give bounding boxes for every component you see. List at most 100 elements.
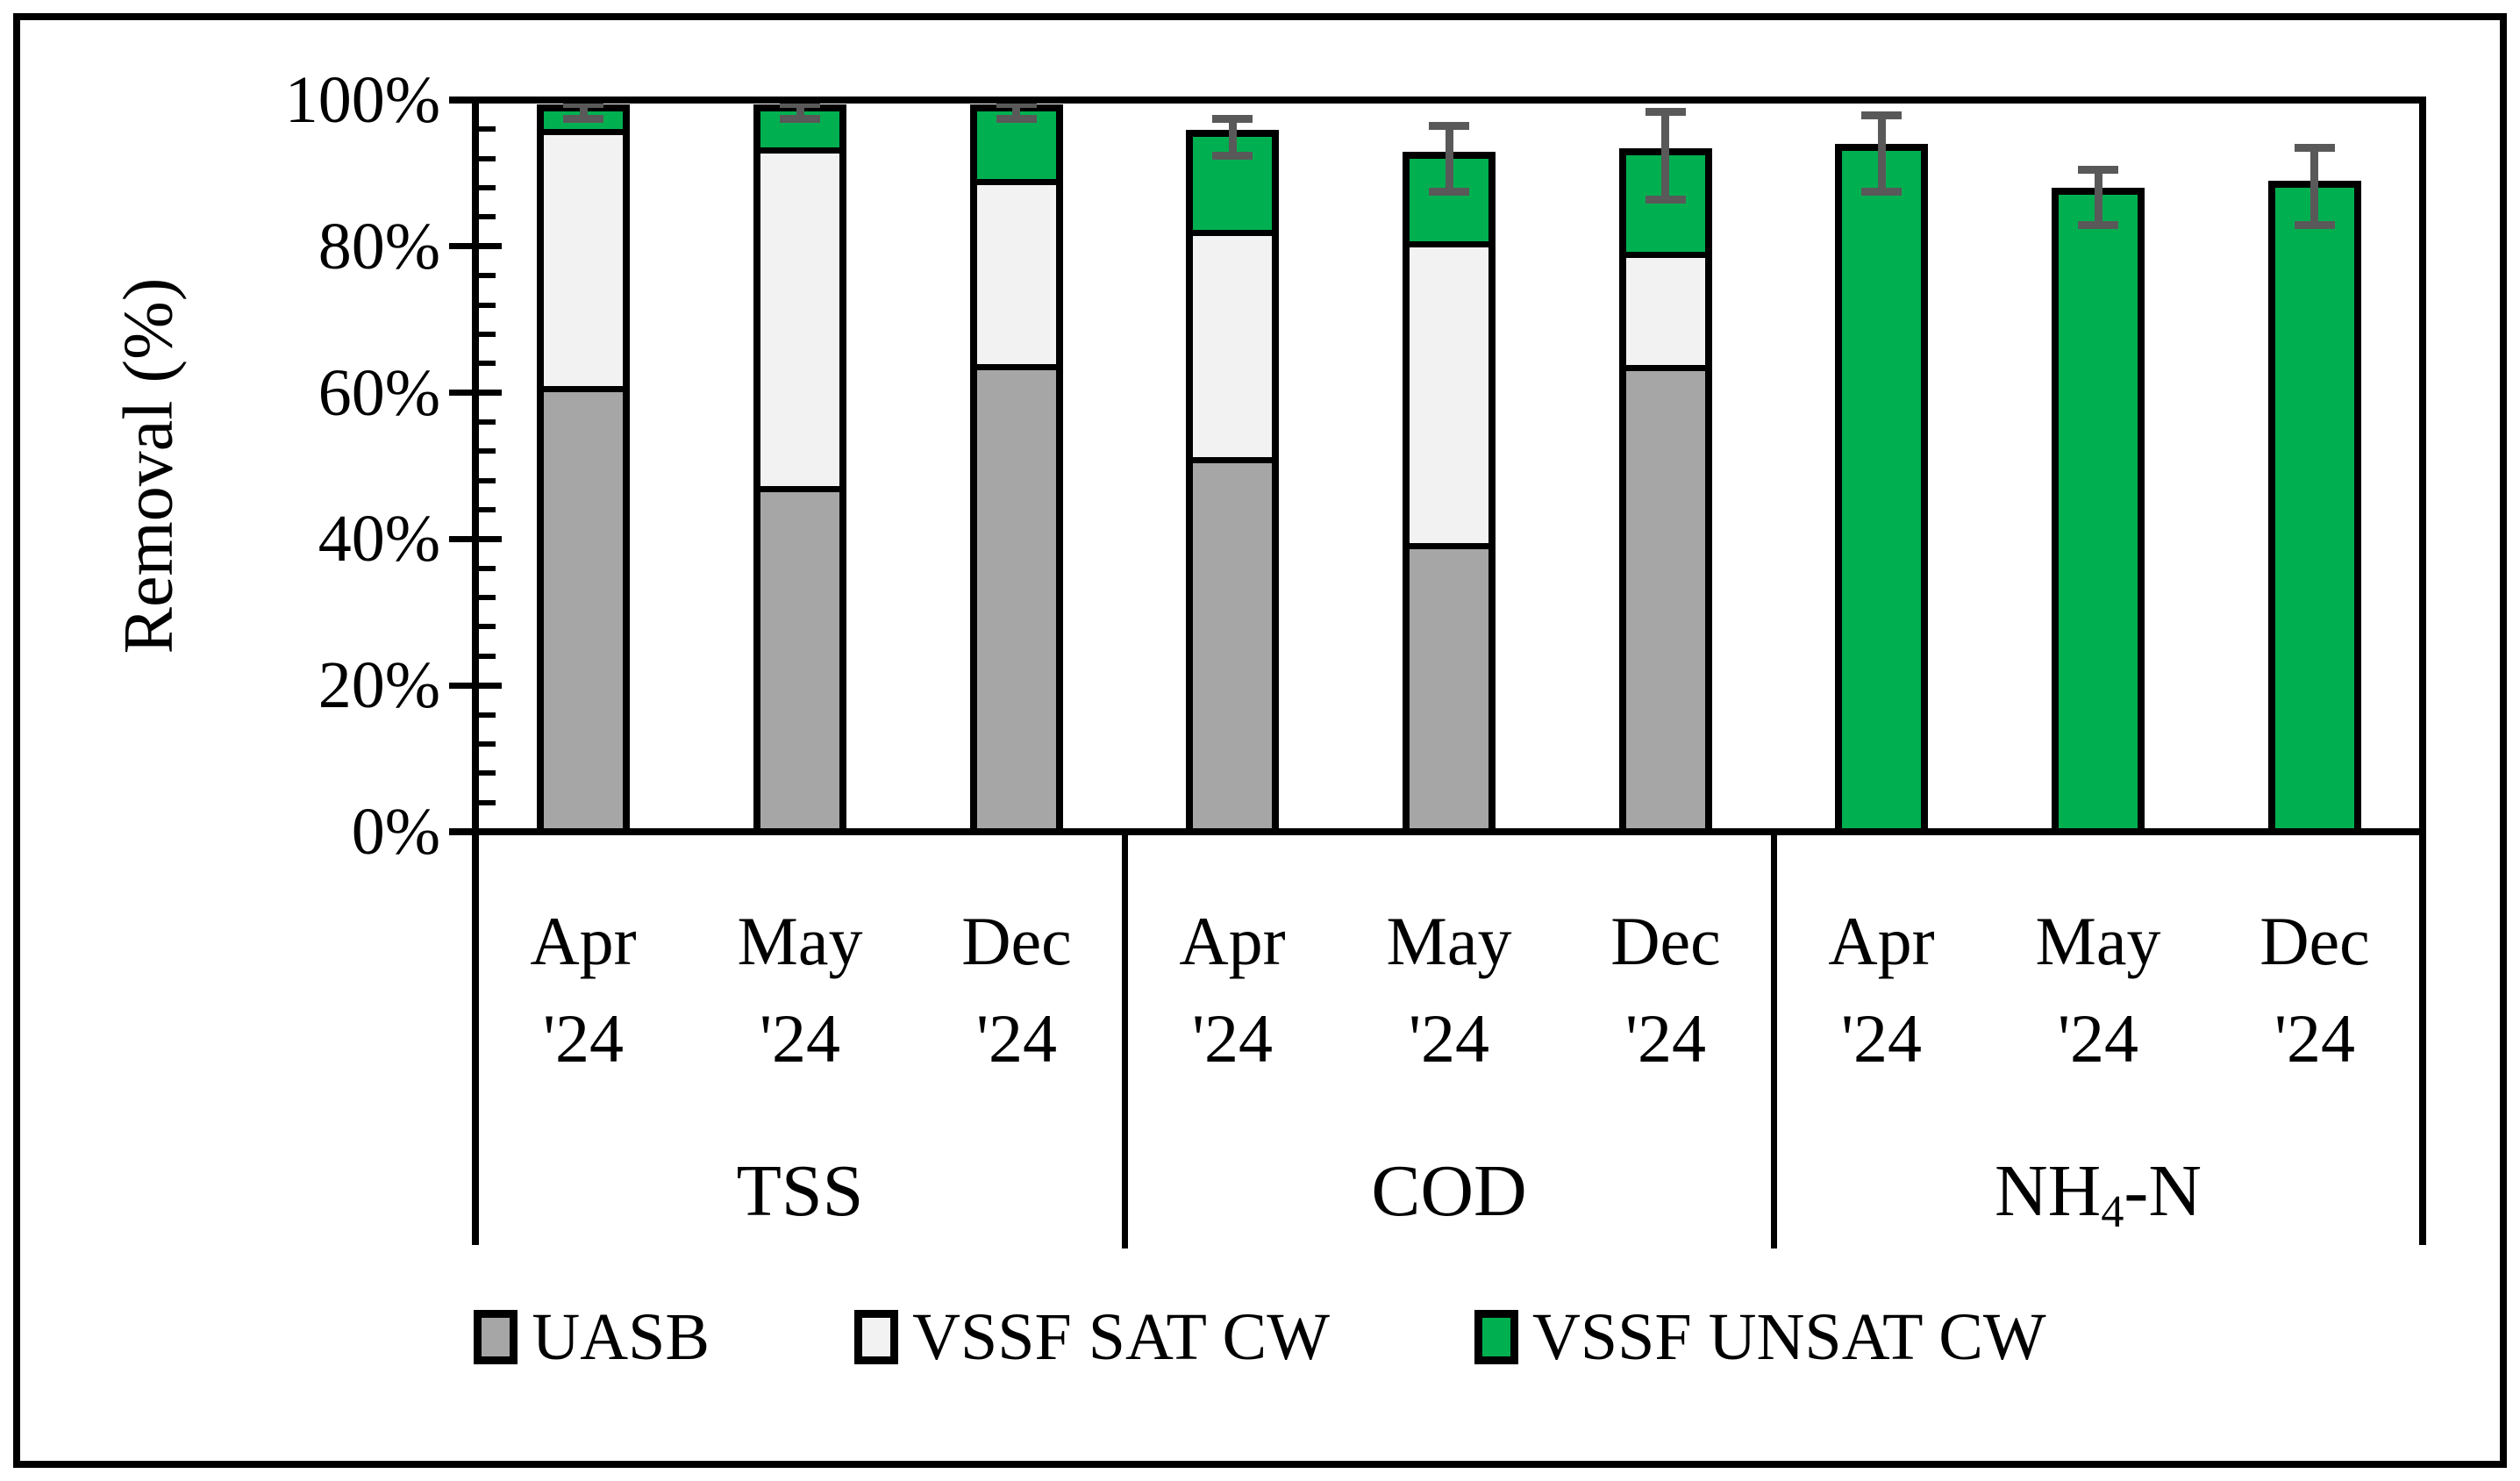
- bar: [1186, 130, 1279, 835]
- error-bar-cap-bottom: [1861, 188, 1902, 196]
- error-bar-stem: [1229, 118, 1237, 155]
- error-bar-cap-bottom: [1212, 152, 1253, 160]
- error-bar-cap-bottom: [1429, 188, 1469, 196]
- error-bar-cap-bottom: [563, 115, 603, 123]
- error-bar-cap-bottom: [780, 115, 820, 123]
- y-axis-minor-tick: [478, 419, 496, 425]
- y-axis-tick-label: 80%: [318, 210, 440, 283]
- bar-segment-uasb: [977, 364, 1056, 829]
- bar: [1619, 148, 1712, 835]
- x-axis-month-label: May '24: [692, 893, 908, 1088]
- legend-item: VSSF SAT CW: [854, 1302, 1330, 1372]
- error-bar-cap-bottom: [1645, 196, 1686, 204]
- y-axis-minor-tick: [478, 126, 496, 132]
- month-text: May: [2035, 903, 2161, 979]
- bar-segment-uasb: [1410, 543, 1488, 828]
- bar-segment-vssf-unsat-cw: [2275, 188, 2354, 828]
- legend-item: UASB: [474, 1302, 710, 1372]
- y-axis-minor-tick: [478, 624, 496, 629]
- error-bar-cap-bottom: [2295, 221, 2335, 229]
- year-text: '24: [759, 999, 841, 1077]
- bar: [537, 104, 630, 835]
- bar-segment-vssf-sat-cw: [1410, 240, 1488, 544]
- plot-right-line: [2419, 97, 2426, 1245]
- x-axis-month-label: Apr '24: [1124, 893, 1340, 1088]
- bar-segment-vssf-sat-cw: [544, 129, 623, 386]
- bar: [1403, 152, 1496, 835]
- y-axis-minor-tick: [478, 507, 496, 512]
- month-text: May: [737, 903, 863, 979]
- bar-segment-vssf-unsat-cw: [2059, 195, 2138, 828]
- y-axis-minor-tick: [478, 361, 496, 366]
- y-axis-minor-tick: [478, 595, 496, 600]
- legend: UASB VSSF SAT CW VSSF UNSAT CW: [0, 1302, 2520, 1372]
- bar: [970, 104, 1063, 835]
- y-axis-minor-tick: [478, 770, 496, 776]
- y-axis-minor-tick: [478, 566, 496, 571]
- year-text: '24: [1840, 999, 1923, 1077]
- bar-segment-uasb: [1193, 457, 1272, 828]
- x-axis-month-label: Apr '24: [1774, 893, 1989, 1088]
- legend-label: UASB: [532, 1300, 710, 1374]
- bar-segment-vssf-sat-cw: [760, 147, 839, 486]
- month-text: May: [1386, 903, 1512, 979]
- y-axis-minor-tick: [478, 273, 496, 278]
- legend-item: VSSF UNSAT CW: [1474, 1302, 2046, 1372]
- month-text: Apr: [530, 903, 637, 979]
- error-bar-stem: [1012, 104, 1020, 118]
- bar-segment-vssf-sat-cw: [1626, 251, 1705, 365]
- y-axis-minor-tick: [478, 478, 496, 483]
- x-axis-month-label: Dec '24: [2207, 893, 2423, 1088]
- year-text: '24: [2057, 999, 2139, 1077]
- x-axis-month-label: May '24: [1990, 893, 2206, 1088]
- x-axis-group-label-cod: COD: [1371, 1150, 1527, 1232]
- y-axis-tick-label: 20%: [318, 648, 440, 722]
- plot-top-line: [449, 97, 2426, 104]
- y-axis-tick-label: 100%: [284, 63, 440, 137]
- error-bar-stem: [1878, 115, 1886, 192]
- y-axis-minor-tick: [478, 214, 496, 219]
- legend-swatch-icon: [854, 1310, 899, 1364]
- error-bar-stem: [2310, 147, 2318, 225]
- legend-label: VSSF SAT CW: [912, 1300, 1330, 1374]
- bar: [2052, 188, 2145, 835]
- y-axis-minor-tick: [478, 156, 496, 161]
- year-text: '24: [1191, 999, 1274, 1077]
- month-text: Apr: [1179, 903, 1286, 979]
- bar-segment-uasb: [544, 385, 623, 828]
- month-text: Dec: [961, 903, 1072, 979]
- y-axis-minor-tick: [478, 654, 496, 659]
- year-text: '24: [1408, 999, 1490, 1077]
- error-bar-stem: [2095, 169, 2102, 225]
- month-text: Dec: [2259, 903, 2370, 979]
- x-axis-month-label: Apr '24: [475, 893, 691, 1088]
- bar: [753, 104, 846, 835]
- error-bar-cap-top: [1429, 122, 1469, 130]
- legend-swatch-icon: [474, 1310, 518, 1364]
- month-text: Apr: [1828, 903, 1935, 979]
- error-bar-cap-top: [780, 100, 820, 108]
- bar: [2268, 181, 2361, 835]
- category-separator-line: [1122, 832, 1128, 1248]
- y-axis-tick-label: 60%: [318, 356, 440, 430]
- error-bar-cap-top: [1861, 111, 1902, 119]
- error-bar-cap-top: [563, 100, 603, 108]
- year-text: '24: [542, 999, 625, 1077]
- year-text: '24: [975, 999, 1058, 1077]
- bar-segment-vssf-sat-cw: [1193, 229, 1272, 458]
- legend-swatch-icon: [1474, 1310, 1518, 1364]
- y-axis-minor-tick: [478, 741, 496, 747]
- x-axis-month-label: Dec '24: [909, 893, 1124, 1088]
- bar-segment-uasb: [760, 485, 839, 828]
- year-text: '24: [2274, 999, 2356, 1077]
- y-axis-minor-tick: [478, 303, 496, 308]
- figure-border: [13, 13, 2507, 1468]
- month-text: Dec: [1610, 903, 1721, 979]
- y-axis-tick-label: 0%: [351, 795, 440, 869]
- x-axis-group-label-tss: TSS: [736, 1150, 864, 1232]
- x-axis-month-label: May '24: [1341, 893, 1557, 1088]
- error-bar-stem: [1661, 111, 1669, 199]
- category-separator-line: [1771, 832, 1777, 1248]
